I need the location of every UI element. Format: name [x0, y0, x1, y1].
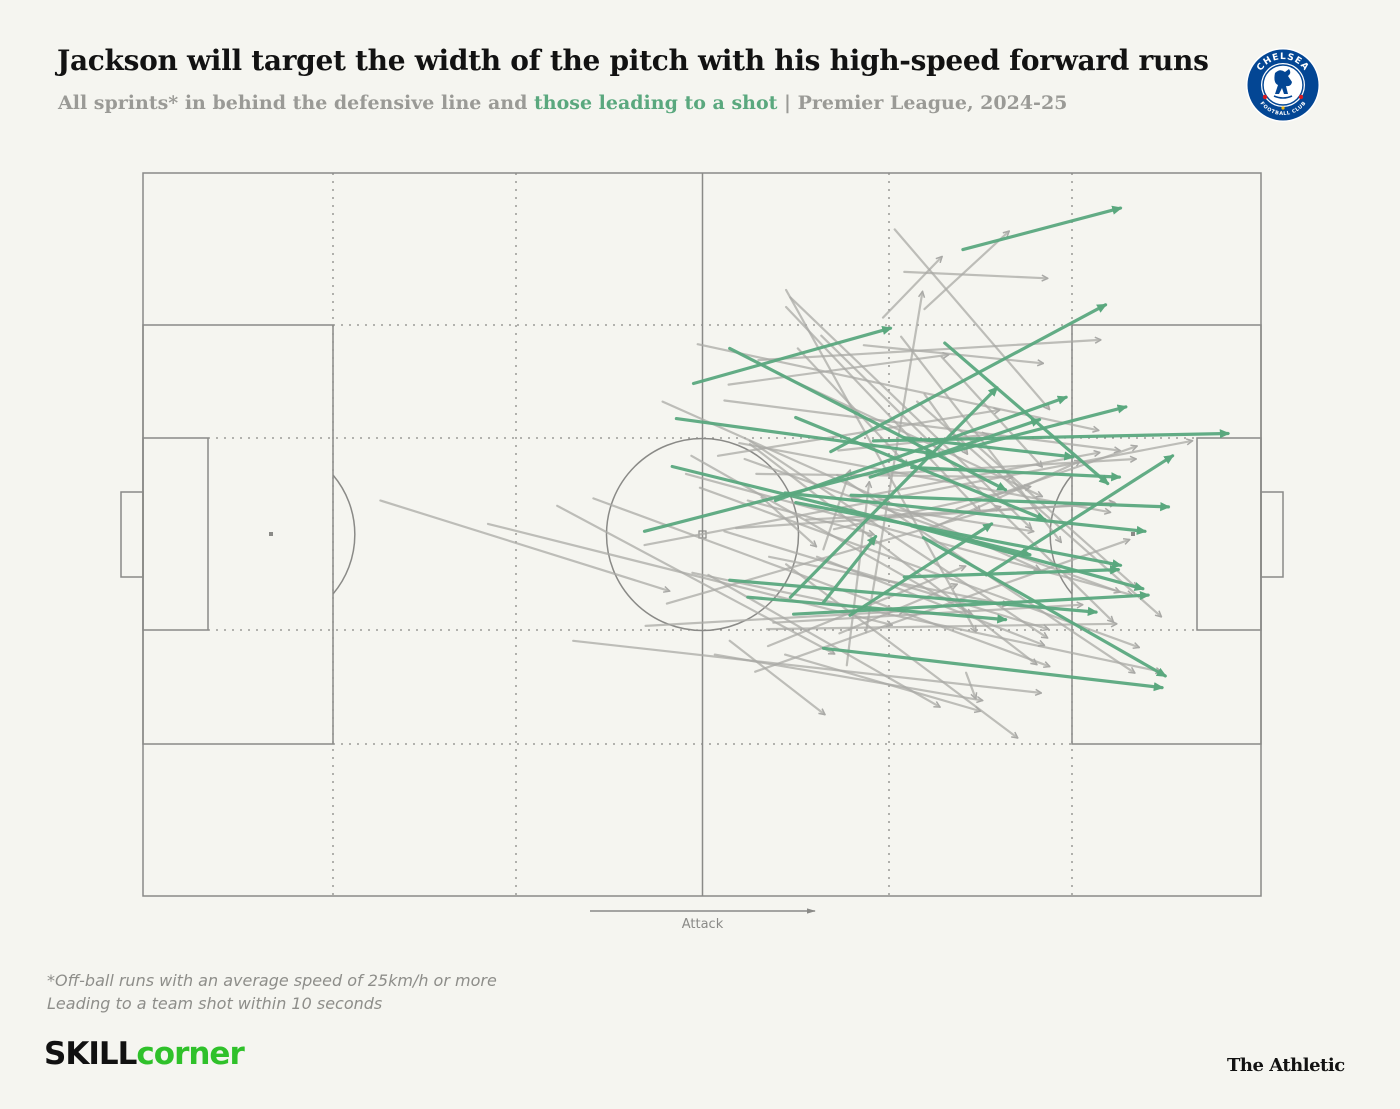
footnote-line-1: *Off-ball runs with an average speed of …	[47, 971, 497, 990]
sprint-run-arrow	[572, 639, 1040, 693]
sprint-run-arrow	[923, 232, 1009, 311]
shot-run-arrow	[691, 325, 893, 386]
subtitle-suffix: | Premier League, 2024-25	[777, 92, 1068, 114]
sprint-run-arrow	[748, 443, 1036, 664]
shot-run-arrow	[794, 415, 1047, 522]
sprint-run-arrow	[727, 355, 948, 386]
chart-title: Jackson will target the width of the pit…	[57, 44, 1209, 77]
sprint-run-arrow	[964, 671, 976, 699]
left-penalty-arc	[332, 474, 356, 595]
sprint-run-arrow	[728, 639, 825, 714]
subtitle-highlight: those leading to a shot	[533, 92, 778, 114]
sprint-run-arrow	[876, 505, 1033, 531]
sprint-run-arrow	[903, 270, 1047, 278]
sprint-run-arrow	[760, 496, 816, 546]
shot-run-arrow	[670, 464, 1032, 558]
sprint-run-arrow	[757, 340, 1100, 362]
sprint-run-arrow	[556, 504, 834, 654]
skillcorner-logo-part-1: SKILL	[44, 1036, 137, 1072]
shot-runs	[642, 205, 1231, 692]
right-penalty-spot	[1131, 532, 1135, 536]
the-athletic-logo: The Athletic	[1227, 1055, 1345, 1076]
sprint-run-arrow	[723, 530, 1048, 629]
sprint-run-arrow	[820, 334, 1113, 622]
left-goal	[120, 491, 144, 578]
sprint-run-arrow	[486, 522, 892, 625]
sprint-run-arrow	[864, 292, 922, 634]
shot-run-arrow	[788, 386, 999, 599]
shot-run-arrow	[849, 493, 1171, 512]
shot-run-arrow	[821, 646, 1165, 692]
shot-run-arrow	[674, 417, 937, 458]
subtitle-prefix: All sprints* in behind the defensive lin…	[58, 92, 534, 114]
shot-run-arrow	[642, 404, 1128, 533]
shot-run-arrow	[943, 341, 1110, 486]
shot-run-arrow	[902, 436, 1075, 461]
sprint-run-arrow	[881, 257, 942, 319]
shot-run-arrow	[961, 205, 1123, 252]
shot-run-arrow	[728, 346, 1008, 492]
left-six-yard-box	[142, 437, 209, 631]
left-penalty-area	[142, 324, 334, 745]
left-penalty-spot	[269, 532, 273, 536]
sprint-run-arrow	[862, 344, 1043, 363]
shot-run-arrow	[783, 491, 1147, 536]
sprint-run-arrow	[783, 653, 980, 711]
sprint-run-arrow	[738, 442, 1110, 512]
shot-run-arrow	[910, 524, 1145, 592]
sprint-run-arrow	[723, 399, 1119, 451]
shot-run-arrow	[868, 417, 1042, 479]
sprint-run-arrow	[928, 461, 1080, 531]
shot-run-arrow	[910, 465, 1122, 482]
sprint-run-arrow	[716, 410, 999, 457]
shot-run-arrow	[791, 590, 1151, 616]
footnote-line-2: Leading to a team shot within 10 seconds	[47, 994, 383, 1013]
skillcorner-logo-part-2: corner	[136, 1036, 244, 1072]
sprint-runs	[379, 228, 1191, 737]
sprint-run-arrow	[644, 611, 905, 628]
shot-run-arrow	[821, 534, 878, 605]
shot-run-arrow	[728, 578, 1099, 616]
sprint-run-arrow	[893, 228, 1049, 409]
attack-label: Attack	[682, 917, 724, 932]
chart-subtitle: All sprints* in behind the defensive lin…	[58, 92, 1067, 114]
chelsea-crest-logo: CHELSEA FOOTBALL CLUB	[1246, 48, 1320, 122]
right-six-yard-box	[1196, 437, 1262, 631]
centre-circle	[605, 437, 800, 632]
shot-run-arrow	[829, 303, 1108, 454]
footnotes: *Off-ball runs with an average speed of …	[47, 969, 497, 1015]
right-goal	[1260, 491, 1284, 578]
sprint-run-arrow	[379, 499, 669, 591]
shot-run-arrow	[794, 501, 1123, 569]
skillcorner-logo: SKILLcorner	[44, 1036, 245, 1072]
sprint-run-arrow	[743, 457, 1120, 592]
sprint-run-arrow	[746, 499, 874, 535]
